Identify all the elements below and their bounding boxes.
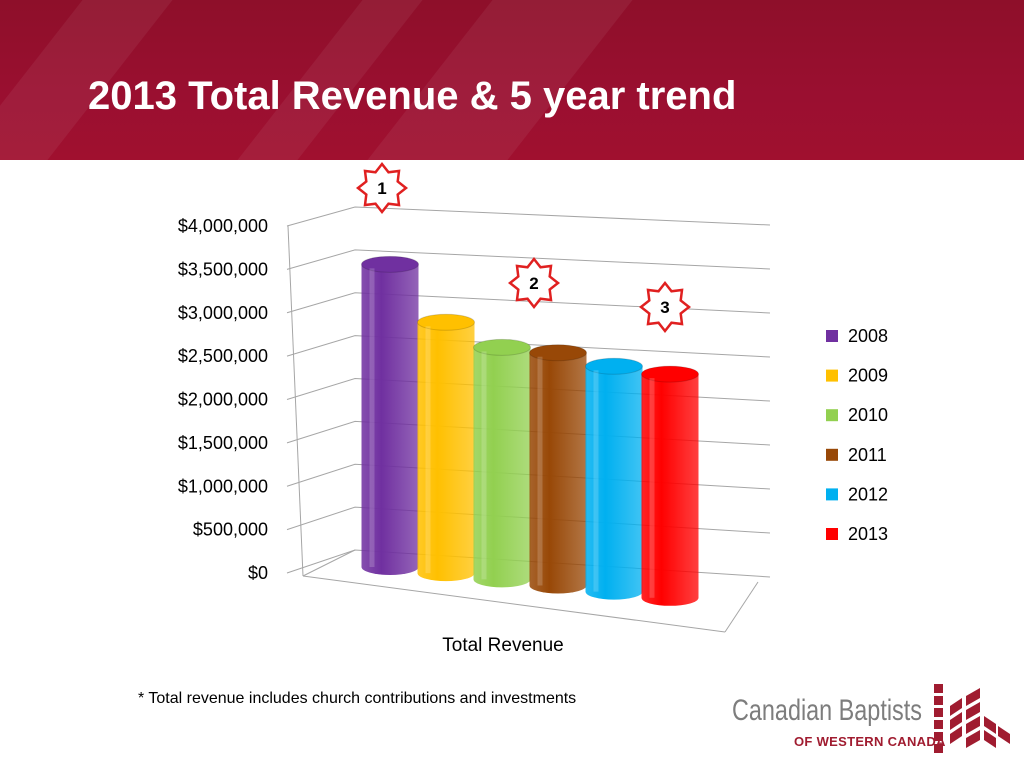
callout-star-1 xyxy=(355,161,409,215)
bar-top-2010 xyxy=(473,338,531,356)
legend-swatch-2011 xyxy=(826,448,838,461)
x-axis-label: Total Revenue xyxy=(442,635,563,656)
slide-header xyxy=(0,0,1024,160)
y-tick-label: $500,000 xyxy=(193,520,268,540)
logo-name: Canadian Baptists xyxy=(732,694,922,727)
callout-star-2 xyxy=(507,256,561,310)
y-tick-label: $4,000,000 xyxy=(178,216,268,236)
bar-top-2012 xyxy=(585,357,643,375)
footnote: * Total revenue includes church contribu… xyxy=(138,690,577,707)
floor-front-edge xyxy=(302,575,726,633)
y-tick-label: $3,000,000 xyxy=(178,303,268,323)
bar-2013 xyxy=(641,374,699,606)
bar-highlight xyxy=(649,378,655,598)
callout-number-2: 2 xyxy=(529,274,538,293)
bar-top-2009 xyxy=(417,313,475,331)
bar-top-2011 xyxy=(529,344,587,362)
bar-2008 xyxy=(361,264,419,575)
legend-label-2008: 2008 xyxy=(848,326,888,346)
callout-number-3: 3 xyxy=(660,298,669,317)
y-tick-label: $1,500,000 xyxy=(178,433,268,453)
bar-top-2013 xyxy=(641,365,699,383)
y-tick-label: $2,000,000 xyxy=(178,390,268,410)
legend-label-2009: 2009 xyxy=(848,366,888,386)
bar-2009 xyxy=(417,322,475,582)
legend-swatch-2009 xyxy=(826,369,838,382)
bar-highlight xyxy=(537,356,543,586)
logo-subtitle: OF WESTERN CANADA xyxy=(794,734,946,749)
legend-swatch-2008 xyxy=(826,330,838,342)
legend-swatch-2010 xyxy=(826,409,838,422)
gridline xyxy=(286,292,771,314)
floor-left-edge xyxy=(302,549,356,577)
bar-top-2008 xyxy=(361,255,419,273)
bar-highlight xyxy=(425,326,431,574)
legend-label-2010: 2010 xyxy=(848,405,888,425)
y-tick-label: $2,500,000 xyxy=(178,346,268,366)
floor-right-edge xyxy=(724,581,759,633)
callout-number-1: 1 xyxy=(377,179,386,198)
bar-2012 xyxy=(585,366,643,600)
legend-label-2011: 2011 xyxy=(848,445,887,465)
logo-mark-icon xyxy=(934,684,1010,753)
y-tick-label: $1,000,000 xyxy=(178,476,268,496)
y-tick-label: $3,500,000 xyxy=(178,259,268,279)
bar-highlight xyxy=(481,351,487,580)
legend-swatch-2012 xyxy=(826,488,838,501)
bar-highlight xyxy=(369,268,375,567)
y-axis-line xyxy=(287,225,304,577)
callout-star-3 xyxy=(638,280,692,334)
legend-swatch-2013 xyxy=(826,528,838,540)
legend-label-2013: 2013 xyxy=(848,524,888,544)
y-tick-label: $0 xyxy=(248,563,268,583)
organization-logo: Canadian Baptists OF WESTERN CANADA xyxy=(732,672,1012,762)
bar-2011 xyxy=(529,352,587,594)
legend-label-2012: 2012 xyxy=(848,484,888,504)
gridline xyxy=(286,206,771,227)
gridline xyxy=(286,335,771,358)
bar-highlight xyxy=(593,370,599,592)
slide-title: 2013 Total Revenue & 5 year trend xyxy=(88,74,737,118)
gridline xyxy=(286,249,771,270)
bar-2010 xyxy=(473,347,531,588)
